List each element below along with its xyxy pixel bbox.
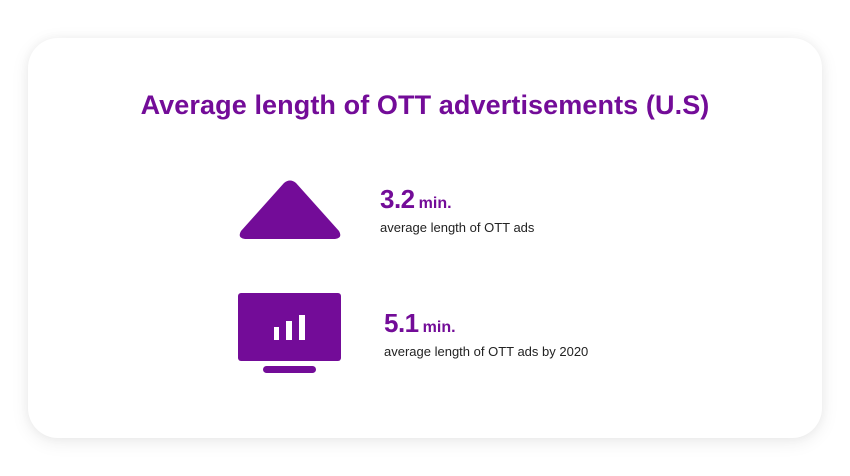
infographic-card bbox=[28, 38, 822, 438]
infographic-title: Average length of OTT advertisements (U.… bbox=[140, 90, 710, 120]
stat-item-projected: 5.1 min. average length of OTT ads by 202… bbox=[384, 307, 588, 361]
stat-value: 5.1 bbox=[384, 308, 419, 338]
monitor-bar-chart-icon bbox=[236, 291, 344, 375]
stat-description: average length of OTT ads by 2020 bbox=[384, 344, 589, 359]
stat-unit: min. bbox=[422, 319, 456, 336]
stat-item-current: 3.2 min. average length of OTT ads bbox=[380, 183, 534, 237]
stat-unit: min. bbox=[418, 195, 452, 212]
stat-description: average length of OTT ads bbox=[380, 220, 535, 235]
triangle-up-icon bbox=[236, 178, 344, 242]
stat-value: 3.2 bbox=[380, 184, 415, 214]
